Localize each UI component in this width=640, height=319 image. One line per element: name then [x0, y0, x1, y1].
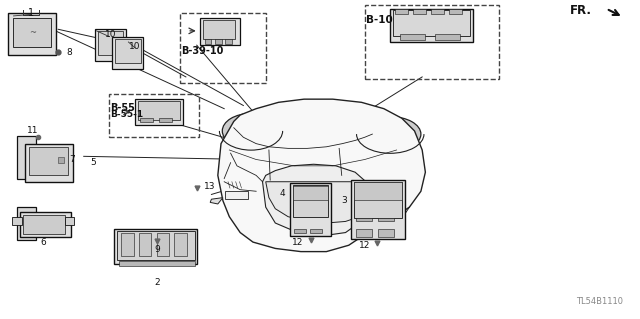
Text: FR.: FR.: [570, 4, 593, 17]
Text: 5: 5: [90, 158, 96, 167]
Polygon shape: [210, 197, 223, 204]
Bar: [354, 182, 402, 200]
Bar: [138, 101, 179, 120]
Bar: [215, 39, 221, 44]
Text: 4: 4: [280, 189, 285, 198]
Text: 6: 6: [40, 238, 45, 247]
Bar: [13, 18, 51, 47]
Bar: [157, 233, 170, 256]
Text: TL54B1110: TL54B1110: [577, 297, 623, 306]
Bar: [113, 37, 143, 69]
Text: B-55-1: B-55-1: [111, 110, 143, 119]
Text: 13: 13: [204, 182, 215, 191]
Text: ~: ~: [29, 28, 36, 37]
Text: 2: 2: [154, 278, 160, 287]
Bar: [115, 39, 141, 63]
Bar: [356, 218, 372, 221]
Bar: [378, 218, 394, 221]
Ellipse shape: [360, 117, 421, 152]
Bar: [135, 99, 182, 124]
Text: B-55: B-55: [111, 103, 136, 113]
Bar: [225, 191, 248, 199]
Bar: [290, 183, 332, 236]
Bar: [95, 29, 126, 61]
Bar: [413, 9, 426, 14]
Text: 3: 3: [342, 196, 348, 205]
Bar: [8, 13, 56, 55]
Bar: [431, 9, 444, 14]
Bar: [109, 94, 198, 137]
Bar: [200, 18, 239, 45]
Bar: [12, 217, 22, 225]
Bar: [65, 217, 74, 225]
Bar: [449, 9, 462, 14]
Bar: [394, 10, 470, 36]
Bar: [121, 233, 134, 256]
Bar: [98, 31, 124, 55]
Bar: [17, 207, 36, 241]
Text: 8: 8: [67, 48, 72, 57]
Bar: [294, 229, 306, 233]
Bar: [20, 212, 71, 237]
Bar: [225, 39, 232, 44]
Bar: [179, 13, 266, 83]
Polygon shape: [218, 99, 426, 252]
Bar: [310, 229, 322, 233]
Text: 7: 7: [70, 155, 76, 164]
Bar: [435, 34, 461, 40]
Text: 1: 1: [28, 8, 34, 18]
Bar: [390, 9, 473, 42]
Bar: [140, 118, 153, 122]
Bar: [115, 229, 197, 264]
Bar: [378, 229, 394, 237]
Bar: [205, 39, 211, 44]
Bar: [159, 118, 172, 122]
Bar: [293, 186, 328, 200]
Text: 10: 10: [105, 31, 116, 40]
Polygon shape: [262, 164, 370, 236]
Text: 12: 12: [359, 241, 371, 250]
Bar: [400, 34, 426, 40]
Bar: [365, 5, 499, 78]
Polygon shape: [266, 182, 370, 223]
Text: 10: 10: [129, 41, 141, 51]
Text: B-10: B-10: [366, 15, 393, 25]
Text: B-39-10: B-39-10: [180, 46, 223, 56]
Bar: [351, 180, 405, 239]
Bar: [203, 20, 235, 39]
Text: 9: 9: [154, 245, 160, 254]
Ellipse shape: [222, 114, 280, 148]
Bar: [139, 233, 152, 256]
Bar: [119, 261, 195, 266]
Bar: [396, 9, 408, 14]
Bar: [17, 136, 36, 179]
Bar: [29, 147, 68, 175]
Bar: [354, 182, 402, 218]
Bar: [293, 185, 328, 217]
Bar: [117, 231, 195, 260]
Bar: [174, 233, 187, 256]
Bar: [23, 215, 65, 234]
Text: 12: 12: [292, 238, 303, 247]
Bar: [356, 229, 372, 237]
Bar: [25, 144, 73, 182]
Text: 11: 11: [27, 126, 38, 135]
